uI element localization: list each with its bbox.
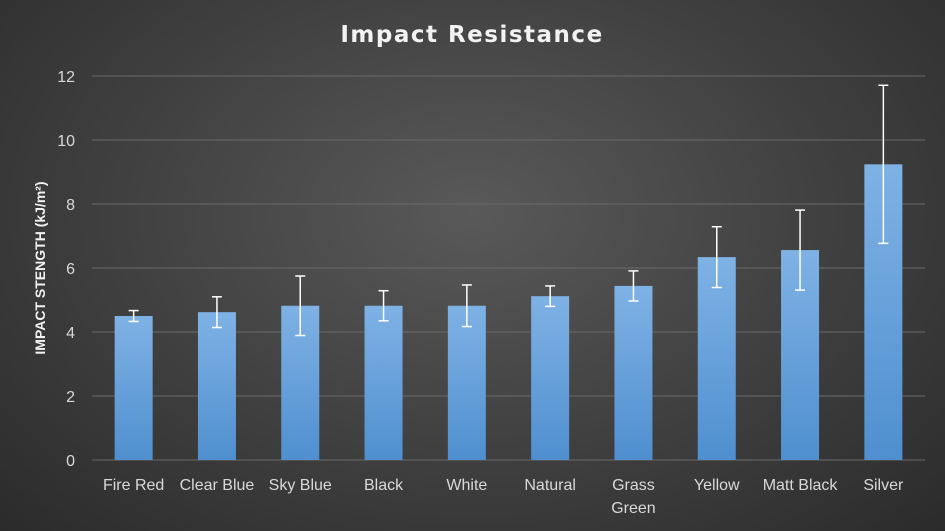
x-tick-label-line: Clear Blue — [180, 477, 255, 494]
bars — [114, 164, 903, 460]
x-tick-label-line: Sky Blue — [269, 477, 332, 494]
error-bar — [628, 270, 639, 302]
x-tick-label-line: Fire Red — [103, 477, 164, 494]
error-bar — [295, 275, 306, 337]
error-bar — [795, 209, 806, 291]
bar-natural — [531, 296, 570, 460]
x-tick-labels: Fire Red Clear Blue Sky Blue Black White Natu… — [103, 477, 904, 517]
x-tick-label-line: Grass — [612, 477, 655, 494]
y-tick-label: 8 — [66, 197, 75, 214]
y-tick-label: 2 — [66, 389, 75, 406]
y-tick-label: 10 — [57, 133, 75, 150]
bar-clear-blue — [197, 312, 236, 460]
chart-title: Impact Resistance — [340, 22, 603, 48]
x-tick-label: White — [446, 477, 487, 494]
x-tick-label-line: White — [446, 477, 487, 494]
error-bars — [128, 84, 889, 337]
y-axis-label: IMPACT STENGTH (kJ/m²) — [32, 181, 48, 354]
error-bar — [545, 285, 556, 308]
error-bar — [711, 225, 722, 289]
x-tick-label: Fire Red — [103, 477, 164, 494]
y-tick-label: 6 — [66, 261, 75, 278]
x-tick-label: Clear Blue — [180, 477, 255, 494]
x-tick-label: Yellow — [694, 477, 740, 494]
x-tick-label: Silver — [863, 477, 904, 494]
error-bar — [211, 296, 222, 329]
x-tick-label: Natural — [524, 477, 576, 494]
x-tick-label: Matt Black — [763, 477, 839, 494]
bar-white — [447, 305, 486, 460]
x-tick-label-line: Matt Black — [763, 477, 839, 494]
y-tick-label: 0 — [66, 453, 75, 470]
x-tick-label: Black — [364, 477, 404, 494]
x-tick-label-line: Silver — [863, 477, 904, 494]
y-tick-label: 4 — [66, 325, 75, 342]
x-tick-label-line: Green — [611, 500, 655, 517]
y-tick-label: 12 — [57, 69, 75, 86]
bar-grass-green — [614, 285, 653, 460]
error-bar — [461, 284, 472, 328]
y-tick-labels: 0 2 4 6 8 10 12 — [57, 69, 75, 470]
x-tick-label-line: Natural — [524, 477, 576, 494]
x-tick-label-line: Black — [364, 477, 404, 494]
x-tick-label: Sky Blue — [269, 477, 332, 494]
x-tick-label: Grass Green — [611, 477, 655, 517]
bar-fire-red — [114, 316, 153, 460]
error-bar — [878, 84, 889, 245]
bar-yellow — [697, 257, 736, 460]
x-tick-label-line: Yellow — [694, 477, 740, 494]
bar-black — [364, 305, 403, 460]
error-bar — [128, 309, 139, 323]
error-bar — [378, 289, 389, 322]
